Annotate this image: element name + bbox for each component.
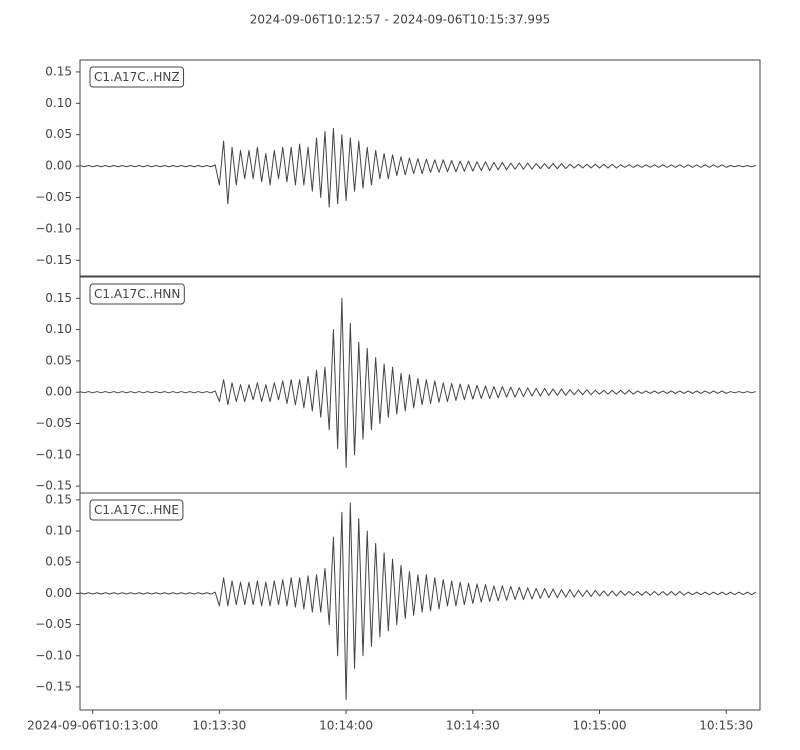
- panel-frame: [79, 59, 761, 277]
- y-tick-label: 0.15: [45, 64, 72, 78]
- y-tick-label: −0.05: [35, 190, 72, 204]
- y-tick-label: 0.00: [45, 159, 72, 173]
- trace-label: C1.A17C..HNE: [94, 503, 179, 517]
- y-tick-label: −0.15: [35, 253, 72, 267]
- y-tick-label: 0.05: [45, 127, 72, 141]
- y-tick-label: 0.10: [45, 96, 72, 110]
- x-tick-label: 10:13:30: [192, 719, 246, 733]
- y-tick-label: −0.05: [35, 617, 72, 631]
- y-tick-label: 0.05: [45, 555, 72, 569]
- y-tick-label: −0.10: [35, 648, 72, 662]
- waveform: [80, 502, 757, 700]
- x-tick-label: 2024-09-06T10:13:00: [27, 719, 158, 733]
- trace-label-box: [89, 283, 185, 305]
- x-tick-label: 10:15:00: [573, 719, 627, 733]
- trace-label-box: [89, 66, 185, 88]
- y-tick-label: 0.05: [45, 353, 72, 367]
- y-tick-label: −0.15: [35, 479, 72, 493]
- x-tick-label: 10:15:30: [699, 719, 753, 733]
- waveform: [80, 297, 756, 468]
- panel-frame: [79, 276, 761, 494]
- waveform: [80, 127, 756, 208]
- chart-title: 2024-09-06T10:12:57 - 2024-09-06T10:15:3…: [250, 13, 551, 27]
- y-tick-label: 0.15: [45, 492, 72, 506]
- trace-label: C1.A17C..HNN: [94, 287, 180, 301]
- y-tick-label: −0.10: [35, 447, 72, 461]
- y-tick-label: 0.00: [45, 586, 72, 600]
- y-tick-label: 0.15: [45, 291, 72, 305]
- x-tick-label: 10:14:00: [319, 719, 373, 733]
- y-tick-label: −0.05: [35, 416, 72, 430]
- y-tick-label: 0.10: [45, 524, 72, 538]
- y-tick-label: 0.10: [45, 322, 72, 336]
- x-tick-label: 10:14:30: [446, 719, 500, 733]
- trace-label-box: [89, 499, 184, 521]
- y-tick-label: 0.00: [45, 385, 72, 399]
- y-tick-label: −0.10: [35, 221, 72, 235]
- panel-frame: [79, 492, 761, 711]
- trace-label: C1.A17C..HNZ: [94, 70, 180, 84]
- y-tick-label: −0.15: [35, 679, 72, 693]
